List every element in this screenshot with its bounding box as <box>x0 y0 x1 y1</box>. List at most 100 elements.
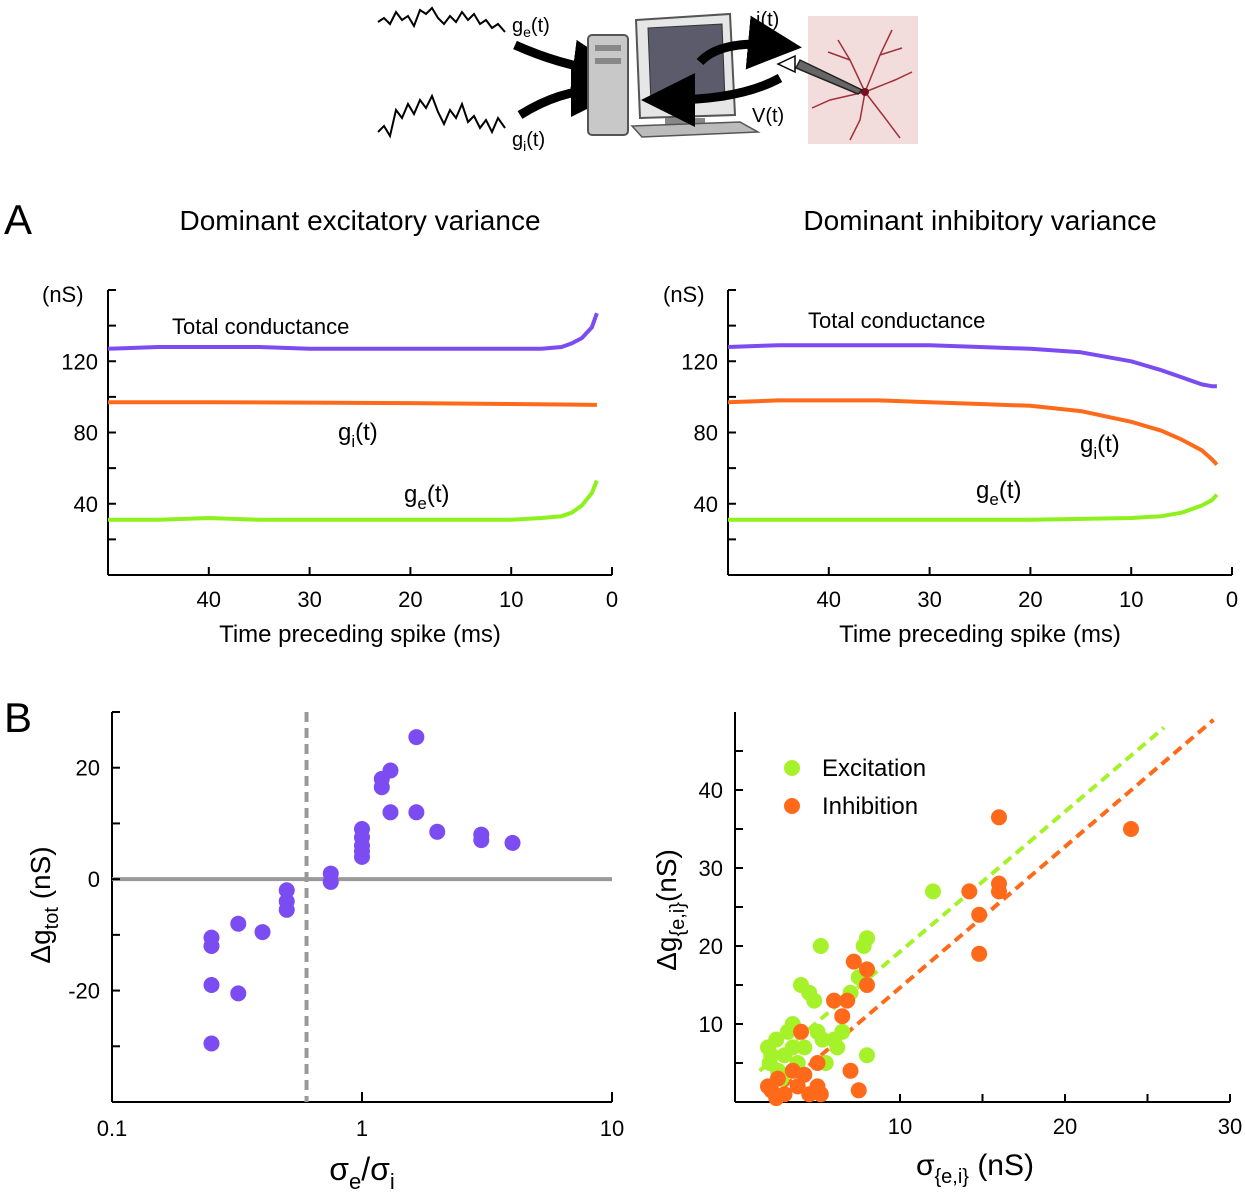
x-axis-label: Time preceding spike (ms) <box>219 621 501 648</box>
legend-label-excitation: Excitation <box>822 755 926 782</box>
y-tick-label: 40 <box>74 492 98 517</box>
scatter-point-excitation <box>784 1039 801 1056</box>
panel-label-a: A <box>4 196 32 243</box>
curved-arrow-icon <box>517 63 625 119</box>
y-tick-label: 30 <box>699 856 723 881</box>
scatter-point <box>230 915 247 932</box>
x-axis-label: σe/σi <box>329 1151 395 1194</box>
scatter-point-inhibition <box>842 1062 859 1079</box>
scatter-point-inhibition <box>769 1070 786 1087</box>
schematic: ge(t) gi(t) i(t) V(t) <box>377 6 918 154</box>
scatter-point-excitation <box>763 1047 780 1064</box>
noise-trace-icon <box>377 6 506 33</box>
scatter-point-inhibition <box>971 945 988 962</box>
y-unit-label: (nS) <box>42 282 84 307</box>
scatter-point <box>382 804 399 821</box>
x-tick-label: 30 <box>917 587 941 612</box>
scatter-point-inhibition <box>776 1086 793 1103</box>
x-axis-label: σ{e,i} (nS) <box>916 1149 1034 1188</box>
scatter-point-inhibition <box>971 906 988 923</box>
scatter-point <box>504 834 521 851</box>
x-tick-label: 20 <box>398 587 422 612</box>
scatter-point-excitation <box>829 1039 846 1056</box>
y-axis-label: Δg{e,i}(nS) <box>651 849 689 971</box>
curved-arrow-icon <box>641 72 783 127</box>
y-tick-label: 0 <box>88 867 100 892</box>
y-tick-label: 80 <box>694 421 718 446</box>
scatter-point <box>473 832 490 849</box>
series-line-get <box>108 479 599 522</box>
y-tick-label: 40 <box>694 492 718 517</box>
series-line-totalconductance <box>727 343 1217 389</box>
ge-annotation: ge(t) <box>976 477 1021 509</box>
x-tick-label: 0 <box>1226 587 1238 612</box>
chart-a-right: Dominant inhibitory variance (nS) 40 80 12… <box>663 205 1238 648</box>
scatter-point-inhibition <box>826 992 842 1009</box>
series-line-git <box>727 398 1219 466</box>
x-tick-label: 20 <box>1053 1114 1077 1139</box>
scatter-point <box>278 882 295 899</box>
noise-trace-icon <box>377 93 506 139</box>
y-tick-label: 20 <box>76 756 100 781</box>
scatter-point-inhibition <box>850 1082 867 1099</box>
curved-arrow-icon <box>696 15 802 70</box>
y-unit-label: (nS) <box>663 282 705 307</box>
scatter-point <box>230 985 247 1002</box>
x-tick-label: 0 <box>606 587 618 612</box>
y-axis-label: Δgtot (nS) <box>25 846 63 963</box>
scatter-point-excitation <box>768 1031 785 1048</box>
scatter-point <box>382 762 399 779</box>
chart-title: Dominant excitatory variance <box>179 205 540 236</box>
scatter-point-inhibition <box>796 1066 813 1083</box>
x-tick-label: 10 <box>600 1116 624 1141</box>
chart-b-left: 20 0 -20 0.1 1 10 σe/σi Δgtot (nS) <box>25 711 624 1194</box>
scatter-point <box>408 804 425 821</box>
total-conductance-annotation: Total conductance <box>808 308 985 333</box>
voltage-label: V(t) <box>752 105 784 127</box>
scatter-point <box>322 873 339 890</box>
x-tick-label: 30 <box>297 587 321 612</box>
scatter-point-inhibition <box>1123 821 1139 837</box>
gi-input-label: gi(t) <box>512 129 545 154</box>
fit-line-inhibition <box>783 718 1215 1088</box>
series-line-git <box>108 400 597 407</box>
scatter-point-inhibition <box>839 992 856 1009</box>
scatter-point-inhibition <box>991 809 1007 826</box>
scatter-point-excitation <box>814 1031 831 1048</box>
scatter-point-inhibition <box>809 1055 826 1071</box>
scatter-point-excitation <box>834 1023 851 1040</box>
current-label: i(t) <box>756 9 779 31</box>
scatter-point-inhibition <box>859 977 875 993</box>
scatter-point <box>203 938 220 954</box>
x-tick-label: 10 <box>1119 587 1143 612</box>
panel-label-b: B <box>4 694 32 741</box>
gi-annotation: gi(t) <box>1080 431 1120 463</box>
x-tick-label: 1 <box>356 1116 368 1141</box>
scatter-point-inhibition <box>789 1078 806 1095</box>
ge-annotation: ge(t) <box>404 481 449 513</box>
scatter-point-inhibition <box>859 961 875 978</box>
scatter-point-inhibition <box>793 1023 809 1040</box>
x-tick-label: 10 <box>888 1114 912 1139</box>
scatter-point <box>429 823 446 840</box>
chart-b-right: 10 20 30 40 10 20 30 Excitation Inhibition σ{e… <box>651 712 1242 1188</box>
scatter-point <box>278 901 295 918</box>
scatter-point-excitation <box>812 938 829 954</box>
y-tick-label: 20 <box>699 934 723 959</box>
total-conductance-annotation: Total conductance <box>172 314 349 339</box>
x-tick-label: 30 <box>1218 1114 1242 1139</box>
y-tick-label: 10 <box>699 1012 723 1037</box>
scatter-point-excitation <box>806 992 823 1009</box>
x-axis-label: Time preceding spike (ms) <box>839 621 1121 648</box>
chart-a-left: Dominant excitatory variance (nS) 40 80 12… <box>42 205 618 648</box>
chart-title: Dominant inhibitory variance <box>803 205 1156 236</box>
series-line-totalconductance <box>107 312 599 351</box>
x-tick-label: 10 <box>499 587 523 612</box>
scatter-point-excitation <box>796 1039 813 1056</box>
scatter-point <box>354 848 370 865</box>
scatter-point <box>408 729 425 746</box>
y-tick-label: 120 <box>681 349 718 374</box>
scatter-point-inhibition <box>991 883 1007 900</box>
legend-label-inhibition: Inhibition <box>822 793 918 820</box>
